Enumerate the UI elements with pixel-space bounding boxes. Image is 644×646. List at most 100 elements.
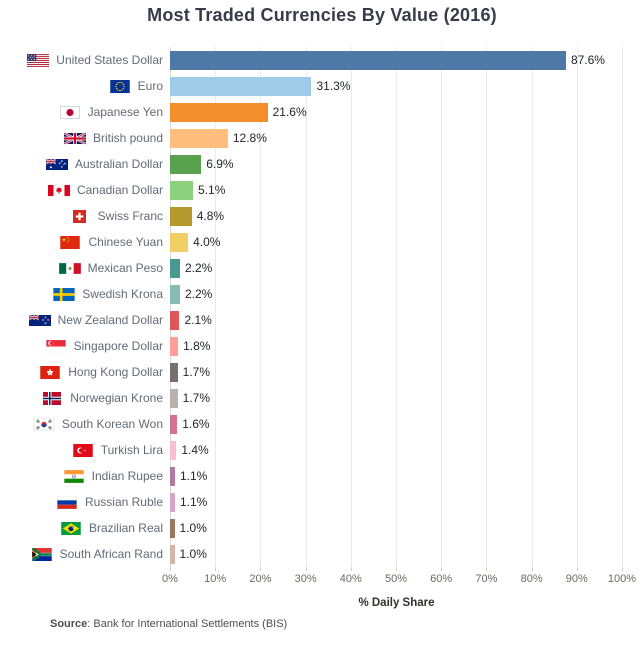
bar[interactable]: [170, 414, 178, 434]
row-label-group: Swiss Franc: [0, 209, 170, 223]
bar[interactable]: [170, 102, 268, 122]
bar[interactable]: [170, 492, 175, 512]
bar[interactable]: [170, 336, 179, 356]
axis-tick-label: 90%: [565, 573, 588, 585]
chart-row: Hong Kong Dollar 1.7%: [0, 359, 644, 385]
axis-tick-mark: [350, 567, 352, 571]
value-label: 5.1%: [198, 182, 226, 197]
value-label: 6.9%: [206, 156, 234, 171]
row-label-group: Singapore Dollar: [0, 339, 170, 353]
chart-row: Swiss Franc 4.8%: [0, 203, 644, 229]
japan-flag-icon: [59, 105, 81, 119]
axis-tick-label: 20%: [249, 573, 272, 585]
bar[interactable]: [170, 310, 180, 330]
chart-row: Singapore Dollar 1.8%: [0, 333, 644, 359]
row-label-group: United States Dollar: [0, 53, 170, 67]
chart-row: Brazilian Real 1.0%: [0, 515, 644, 541]
currency-label: Australian Dollar: [74, 157, 163, 171]
row-label-group: Swedish Krona: [0, 287, 170, 301]
currency-label: Indian Rupee: [91, 469, 163, 483]
chart-row: South Korean Won 1.6%: [0, 411, 644, 437]
row-label-group: Australian Dollar: [0, 157, 170, 171]
bar-zone: 1.8%: [170, 336, 644, 356]
bar[interactable]: [170, 388, 178, 408]
row-label-group: Japanese Yen: [0, 105, 170, 119]
currency-label: Chinese Yuan: [88, 235, 163, 249]
bar-zone: 2.1%: [170, 310, 644, 330]
bar[interactable]: [170, 76, 312, 96]
canada-flag-icon: [47, 184, 70, 197]
row-label-group: Euro: [0, 79, 170, 93]
sweden-flag-icon: [53, 287, 75, 301]
row-label-group: Brazilian Real: [0, 521, 170, 535]
currency-label: Swiss Franc: [97, 209, 163, 223]
value-label: 1.6%: [182, 416, 210, 431]
value-label: 1.1%: [179, 494, 208, 509]
turkey-flag-icon: [72, 443, 94, 457]
bar[interactable]: [170, 440, 177, 460]
china-flag-icon: [59, 235, 81, 249]
row-label-group: Russian Ruble: [0, 495, 170, 509]
value-label: 1.8%: [183, 338, 211, 353]
singapore-flag-icon: [45, 339, 67, 353]
axis-tick-mark: [622, 567, 623, 571]
currency-label: United States Dollar: [56, 53, 163, 67]
row-label-group: Chinese Yuan: [0, 235, 170, 249]
korea-flag-icon: [33, 417, 55, 431]
bar[interactable]: [170, 206, 192, 226]
bar-zone: 1.1%: [170, 466, 644, 486]
chart-row: Canadian Dollar 5.1%: [0, 177, 644, 203]
axis-tick-mark: [260, 567, 262, 571]
row-label-group: New Zealand Dollar: [0, 313, 170, 327]
currency-label: Japanese Yen: [87, 105, 163, 119]
bar-zone: 87.6%: [170, 50, 644, 70]
value-label: 21.6%: [272, 104, 307, 119]
norway-flag-icon: [41, 391, 63, 405]
bar-zone: 2.2%: [170, 284, 644, 304]
currency-label: Swedish Krona: [82, 287, 163, 301]
source-text: : Bank for International Settlements (BI…: [87, 618, 288, 630]
india-flag-icon: [63, 469, 85, 483]
currency-label: Turkish Lira: [100, 443, 163, 457]
chart-row: British pound 12.8%: [0, 125, 644, 151]
currency-label: Russian Ruble: [84, 495, 163, 509]
bar-zone: 12.8%: [170, 128, 644, 148]
swiss-flag-icon: [69, 209, 91, 223]
row-label-group: Norwegian Krone: [0, 391, 170, 405]
bar[interactable]: [170, 258, 180, 278]
currency-label: Brazilian Real: [88, 521, 163, 535]
bar[interactable]: [170, 544, 175, 564]
axis-tick-mark: [170, 567, 171, 571]
currency-label: South Korean Won: [61, 417, 163, 431]
value-label: 1.4%: [181, 442, 209, 457]
row-label-group: Mexican Peso: [0, 261, 170, 275]
bar[interactable]: [170, 154, 202, 174]
bar-zone: 21.6%: [170, 102, 644, 122]
chart-title: Most Traded Currencies By Value (2016): [147, 5, 497, 25]
bar[interactable]: [170, 50, 566, 70]
value-label: 2.1%: [184, 312, 212, 327]
axis-tick-mark: [486, 567, 488, 571]
bar[interactable]: [170, 362, 178, 382]
chart-row: Norwegian Krone 1.7%: [0, 385, 644, 411]
chart-row: Turkish Lira 1.4%: [0, 437, 644, 463]
axis-tick-label: 80%: [520, 573, 543, 585]
currency-label: Mexican Peso: [87, 261, 163, 275]
currency-label: British pound: [92, 131, 163, 145]
bar[interactable]: [170, 180, 194, 200]
bar-zone: 1.7%: [170, 362, 644, 382]
uk-flag-icon: [63, 131, 86, 145]
currency-label: Canadian Dollar: [76, 183, 163, 197]
axis-tick-mark: [305, 567, 307, 571]
row-label-group: Turkish Lira: [0, 443, 170, 457]
bar[interactable]: [170, 128, 228, 148]
bar[interactable]: [170, 284, 180, 304]
bar[interactable]: [170, 232, 189, 252]
eu-flag-icon: [109, 79, 131, 93]
bar[interactable]: [170, 518, 175, 538]
currency-label: Hong Kong Dollar: [68, 365, 163, 379]
bar[interactable]: [170, 466, 175, 486]
value-label: 1.1%: [179, 468, 208, 483]
bar-zone: 4.8%: [170, 206, 644, 226]
chart-row: Euro 31.3%: [0, 73, 644, 99]
